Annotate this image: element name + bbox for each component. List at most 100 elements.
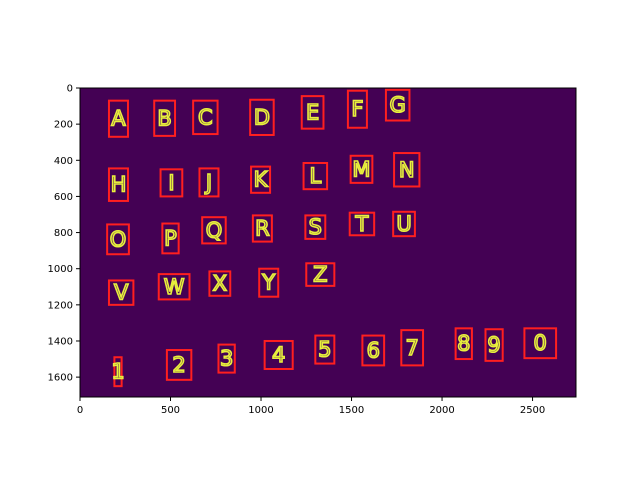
bounding-box bbox=[348, 211, 376, 237]
detection-F: F bbox=[346, 89, 368, 129]
glyph-label: 9 bbox=[487, 333, 500, 357]
detection-1: 1 bbox=[111, 356, 126, 388]
bounding-box bbox=[346, 89, 368, 129]
bounding-box bbox=[217, 343, 236, 374]
bounding-box bbox=[300, 95, 325, 130]
bounding-box bbox=[249, 98, 275, 136]
bounding-box bbox=[349, 154, 374, 184]
detection-6: 6 bbox=[361, 334, 386, 367]
glyph-label: O bbox=[110, 227, 127, 251]
bounding-box bbox=[305, 262, 336, 287]
glyph-label: S bbox=[309, 215, 322, 239]
glyph-label: J bbox=[204, 170, 212, 194]
bounding-box bbox=[384, 88, 411, 122]
glyph-label: 6 bbox=[367, 338, 380, 362]
y-tick-label: 800 bbox=[54, 228, 73, 239]
detection-E: E bbox=[300, 95, 325, 130]
bounding-box bbox=[208, 270, 232, 297]
detection-X: X bbox=[208, 270, 232, 297]
glyph-label: R bbox=[255, 216, 270, 240]
glyph-label: F bbox=[351, 97, 363, 121]
bounding-box bbox=[107, 167, 129, 202]
bounding-box bbox=[302, 161, 329, 191]
detection-5: 5 bbox=[314, 334, 336, 365]
bounding-box bbox=[161, 222, 180, 255]
glyph-label: G bbox=[390, 93, 406, 117]
detection-O: O bbox=[106, 223, 130, 256]
y-tick-label: 1000 bbox=[48, 264, 73, 275]
bounding-box bbox=[201, 216, 227, 245]
bounding-box bbox=[400, 329, 425, 367]
glyph-label: 5 bbox=[318, 338, 331, 362]
axes-frame bbox=[79, 87, 577, 398]
bounding-box bbox=[165, 349, 193, 381]
glyph-label: 7 bbox=[405, 336, 418, 360]
x-tick-label: 500 bbox=[161, 405, 180, 416]
glyph-label: N bbox=[399, 158, 415, 182]
detection-layer: A B C D E F G H I J K L M N O P Q R S T U V W X Y Z 1 2 3 4 5 6 7 8 9 0 bbox=[106, 88, 558, 388]
glyph-label: 1 bbox=[111, 360, 124, 384]
glyph-label: K bbox=[254, 168, 269, 192]
bounding-box bbox=[159, 168, 184, 198]
bounding-box bbox=[106, 223, 130, 256]
detection-R: R bbox=[251, 214, 273, 243]
glyph-label: Z bbox=[313, 263, 327, 287]
glyph-label: 4 bbox=[272, 343, 285, 367]
y-tick-label: 600 bbox=[54, 192, 73, 203]
glyph-label: A bbox=[111, 107, 126, 131]
bounding-box bbox=[393, 152, 421, 188]
detection-D: D bbox=[249, 98, 275, 136]
glyph-label: B bbox=[157, 106, 171, 130]
bounding-box bbox=[153, 99, 177, 137]
glyph-label: W bbox=[164, 275, 185, 299]
detection-V: V bbox=[107, 279, 135, 306]
bounding-box bbox=[251, 214, 273, 243]
detection-S: S bbox=[304, 214, 327, 240]
detection-N: N bbox=[393, 152, 421, 188]
glyph-label: P bbox=[164, 226, 177, 250]
detection-7: 7 bbox=[400, 329, 425, 367]
bounding-box bbox=[484, 328, 504, 362]
glyph-label: 8 bbox=[457, 332, 470, 356]
glyph-label: X bbox=[213, 272, 227, 296]
axis-layer: 0 500 1000 1500 2000 250002004006008001000120… bbox=[48, 84, 577, 416]
bounding-box bbox=[263, 339, 294, 370]
x-tick-label: 0 bbox=[77, 405, 83, 416]
detection-Q: Q bbox=[201, 216, 227, 245]
bounding-box bbox=[258, 267, 280, 298]
detection-9: 9 bbox=[484, 328, 504, 362]
bounding-box bbox=[454, 327, 473, 361]
y-tick-label: 200 bbox=[54, 120, 73, 131]
detection-2: 2 bbox=[165, 349, 193, 381]
detection-J: J bbox=[198, 167, 220, 198]
glyph-label: U bbox=[396, 212, 411, 236]
x-tick-label: 2500 bbox=[520, 405, 545, 416]
glyph-label: I bbox=[168, 171, 174, 195]
bounding-box bbox=[304, 214, 327, 240]
detection-K: K bbox=[250, 165, 272, 194]
detection-P: P bbox=[161, 222, 180, 255]
y-tick-label: 1400 bbox=[48, 336, 73, 347]
detection-B: B bbox=[153, 99, 177, 137]
detection-0: 0 bbox=[523, 327, 558, 360]
bounding-box bbox=[157, 273, 191, 301]
detection-3: 3 bbox=[217, 343, 236, 374]
bounding-box bbox=[192, 99, 219, 136]
detection-C: C bbox=[192, 99, 219, 136]
y-tick-label: 1200 bbox=[48, 300, 73, 311]
glyph-label: L bbox=[309, 164, 321, 188]
bounding-box bbox=[107, 279, 135, 306]
glyph-label: E bbox=[306, 100, 319, 124]
bounding-box bbox=[361, 334, 386, 367]
y-tick-label: 0 bbox=[67, 84, 73, 95]
glyph-label: H bbox=[111, 173, 127, 197]
x-tick-label: 1500 bbox=[339, 405, 364, 416]
bounding-box bbox=[523, 327, 558, 360]
detection-Z: Z bbox=[305, 262, 336, 287]
x-tick-label: 2000 bbox=[429, 405, 454, 416]
detection-H: H bbox=[107, 167, 129, 202]
glyph-label: M bbox=[352, 157, 370, 181]
glyph-label: T bbox=[355, 212, 369, 236]
detection-U: U bbox=[392, 210, 416, 238]
